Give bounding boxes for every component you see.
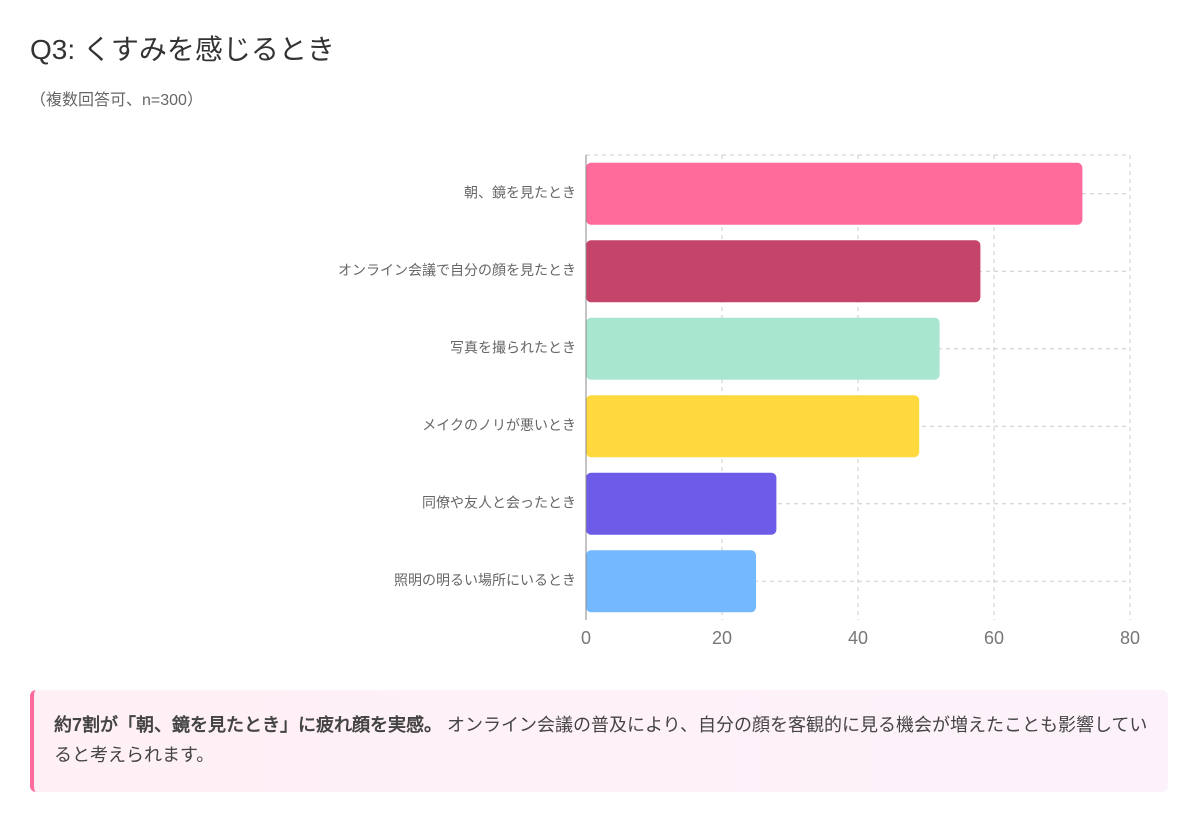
bar	[586, 240, 981, 303]
annotation-box: 約7割が「朝、鏡を見たとき」に疲れ顔を実感。 オンライン会議の普及により、自分の…	[30, 690, 1168, 792]
y-tick-label: 照明の明るい場所にいるとき	[394, 572, 576, 588]
x-tick-label: 0	[581, 628, 591, 648]
bar	[586, 162, 1083, 225]
x-tick-label: 80	[1120, 628, 1140, 648]
annotation-text: オンライン会議の普及により、自分の顔を客観的に見る機会が増えたことも影響している…	[54, 715, 1148, 765]
annotation: 約7割が「朝、鏡を見たとき」に疲れ顔を実感。 オンライン会議の普及により、自分の…	[34, 710, 1148, 770]
annotation-bold: 約7割が「朝、鏡を見たとき」に疲れ顔を実感。	[54, 715, 443, 735]
x-tick-label: 20	[712, 628, 732, 648]
bar	[586, 395, 920, 458]
x-tick-label: 60	[984, 628, 1004, 648]
y-tick-label: 写真を撮られたとき	[450, 339, 576, 355]
bar	[586, 472, 777, 535]
y-tick-label: メイクのノリが悪いとき	[422, 417, 576, 433]
bar	[586, 317, 940, 380]
chart: 0 20 40 60 80 朝、鏡を見たときオンライン会議で自分の顔を見たとき写真を撮られ…	[338, 154, 1140, 648]
y-tick-label: オンライン会議で自分の顔を見たとき	[338, 262, 576, 278]
chart-title: Q3: くすみを感じるとき	[30, 34, 335, 65]
chart-subtitle: （複数回答可、n=300）	[30, 92, 203, 109]
x-tick-label: 40	[848, 628, 868, 648]
bar	[586, 550, 756, 613]
y-tick-label: 同僚や友人と会ったとき	[422, 494, 576, 510]
y-tick-label: 朝、鏡を見たとき	[464, 184, 576, 200]
